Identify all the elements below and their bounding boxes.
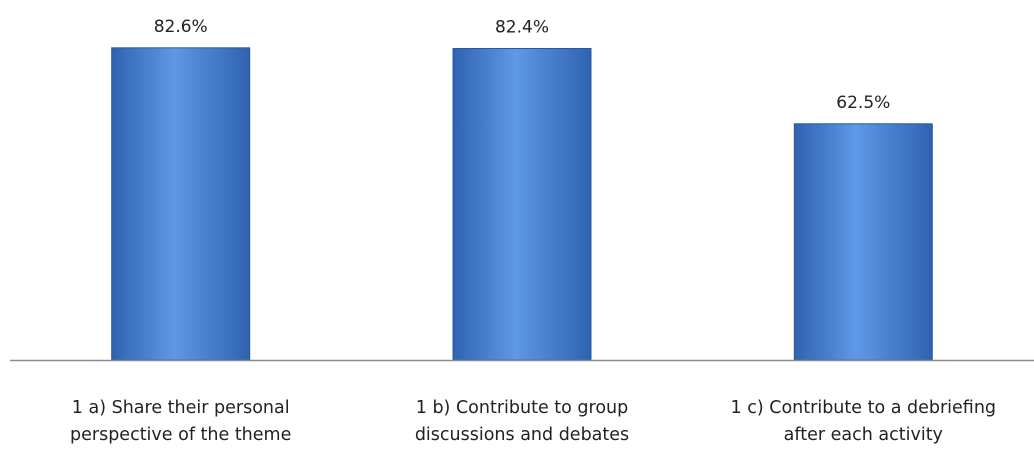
bar-2 xyxy=(452,48,592,361)
category-label-3: 1 c) Contribute to a debriefing after eac… xyxy=(731,398,996,445)
bar-1 xyxy=(111,47,251,361)
bar-3 xyxy=(793,123,933,361)
bars-layer xyxy=(111,47,933,361)
labels-layer: 82.6% 1 a) Share their personal perspectiv… xyxy=(70,17,996,445)
category-label-line: 1 c) Contribute to a debriefing xyxy=(731,398,996,418)
data-label-1: 82.6% xyxy=(154,17,208,37)
data-label-3: 62.5% xyxy=(836,93,890,113)
category-label-line: 1 b) Contribute to group xyxy=(416,398,628,418)
category-label-line: discussions and debates xyxy=(415,425,629,445)
data-label-2: 82.4% xyxy=(495,18,549,38)
category-label-1: 1 a) Share their personal perspective of … xyxy=(70,398,291,445)
category-label-line: perspective of the theme xyxy=(70,425,291,445)
category-label-line: 1 a) Share their personal xyxy=(72,398,290,418)
category-label-2: 1 b) Contribute to group discussions and … xyxy=(415,398,629,445)
category-label-line: after each activity xyxy=(784,425,943,445)
